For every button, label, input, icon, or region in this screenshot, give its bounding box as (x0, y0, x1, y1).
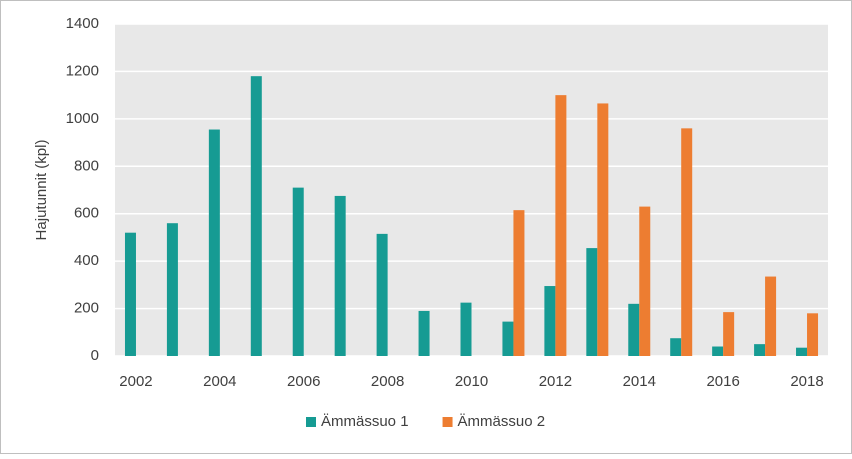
bar (555, 95, 567, 357)
bar (502, 321, 514, 356)
bar (292, 187, 304, 356)
y-tick-label: 400 (74, 252, 99, 269)
bar (712, 346, 724, 356)
bar (124, 232, 136, 356)
bar (544, 286, 556, 356)
y-tick-label: 800 (74, 157, 99, 174)
bar (796, 347, 808, 356)
plot-area (115, 24, 828, 356)
bar (250, 76, 262, 357)
bar (597, 103, 609, 356)
bar (513, 210, 525, 356)
bar (670, 338, 682, 356)
x-tick-label: 2018 (790, 373, 823, 390)
bar (334, 195, 346, 356)
x-tick-label: 2010 (455, 373, 488, 390)
legend-swatch (442, 417, 453, 427)
bar (418, 310, 430, 356)
bar (723, 312, 735, 356)
bar (460, 302, 472, 356)
bar (681, 128, 693, 356)
bar (754, 344, 766, 356)
legend-label: Ämmässuo 1 (321, 413, 409, 430)
y-axis-label: Hajutunnit (kpl) (33, 140, 50, 241)
x-tick-label: 2012 (539, 373, 572, 390)
y-tick-label: 200 (74, 300, 99, 317)
x-tick-label: 2002 (119, 373, 152, 390)
y-tick-label: 1200 (66, 62, 99, 79)
bar (586, 248, 598, 356)
bar (208, 129, 220, 356)
bar (166, 223, 178, 356)
legend-swatch (306, 417, 316, 427)
y-tick-label: 1400 (66, 15, 99, 32)
x-tick-label: 2008 (371, 373, 404, 390)
y-tick-label: 600 (74, 205, 99, 222)
bar (639, 206, 651, 356)
y-tick-label: 1000 (66, 110, 99, 127)
bar (807, 313, 819, 356)
legend-label: Ämmässuo 2 (458, 413, 546, 430)
bar (628, 303, 640, 356)
x-tick-label: 2014 (623, 373, 656, 390)
x-tick-label: 2016 (706, 373, 739, 390)
bar (765, 276, 777, 356)
x-tick-label: 2004 (203, 373, 236, 390)
x-tick-label: 2006 (287, 373, 320, 390)
y-tick-label: 0 (91, 347, 99, 364)
bar (376, 233, 388, 356)
